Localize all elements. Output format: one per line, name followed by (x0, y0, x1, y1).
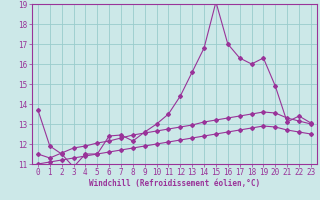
X-axis label: Windchill (Refroidissement éolien,°C): Windchill (Refroidissement éolien,°C) (89, 179, 260, 188)
